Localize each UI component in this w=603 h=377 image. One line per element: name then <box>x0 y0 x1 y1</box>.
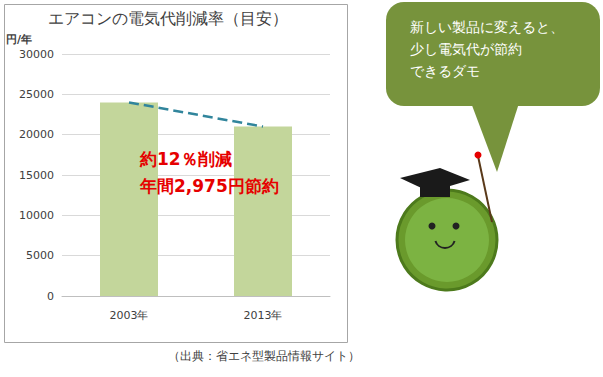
svg-text:新しい製品に変えると、: 新しい製品に変えると、 <box>410 19 564 35</box>
svg-text:（出典：省エネ型製品情報サイト）: （出典：省エネ型製品情報サイト） <box>168 349 360 363</box>
svg-text:30000: 30000 <box>19 48 54 61</box>
svg-text:20000: 20000 <box>19 128 54 141</box>
svg-text:25000: 25000 <box>19 88 54 101</box>
svg-text:円/年: 円/年 <box>6 33 32 46</box>
svg-text:年間2,975円節約: 年間2,975円節約 <box>139 176 279 196</box>
svg-text:できるダモ: できるダモ <box>410 63 480 79</box>
svg-text:約12％削減: 約12％削減 <box>139 149 232 169</box>
svg-text:エアコンの電気代削減率（目安）: エアコンの電気代削減率（目安） <box>48 9 288 28</box>
svg-text:10000: 10000 <box>19 209 54 222</box>
svg-text:2013年: 2013年 <box>244 309 283 322</box>
svg-text:2003年: 2003年 <box>110 309 149 322</box>
svg-text:15000: 15000 <box>19 169 54 182</box>
svg-text:少し電気代が節約: 少し電気代が節約 <box>410 41 522 57</box>
svg-text:5000: 5000 <box>26 249 54 262</box>
svg-text:0: 0 <box>47 290 54 303</box>
